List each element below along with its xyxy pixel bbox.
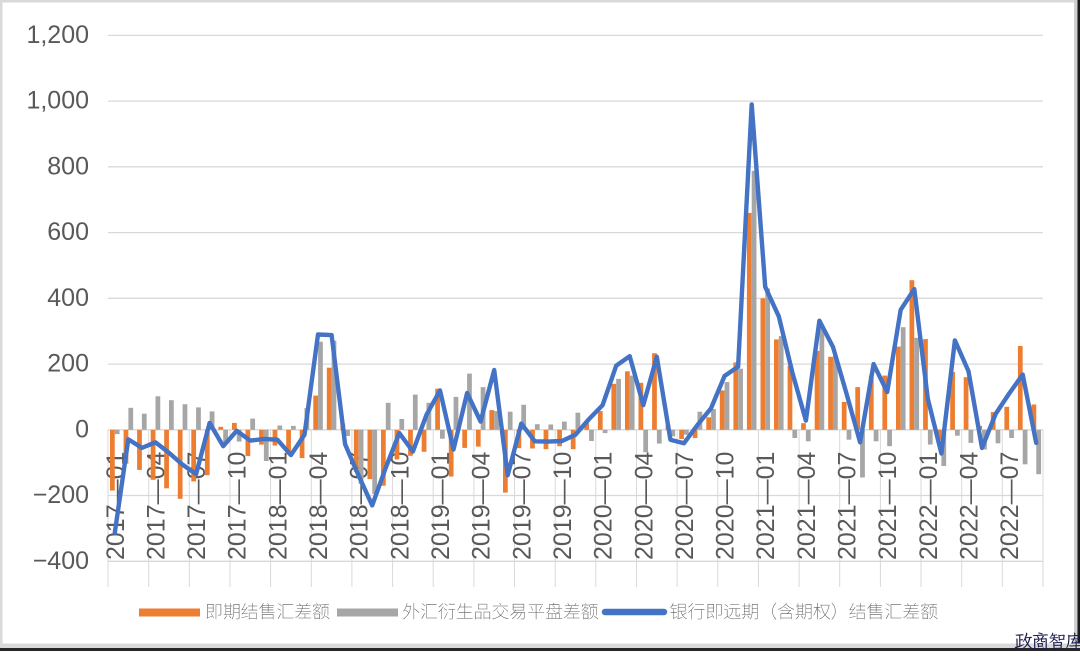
svg-text:400: 400 <box>47 284 89 312</box>
svg-text:200: 200 <box>47 350 89 378</box>
svg-text:800: 800 <box>47 152 89 180</box>
svg-text:2019—07: 2019—07 <box>508 452 536 560</box>
svg-text:2018—10: 2018—10 <box>386 452 414 560</box>
svg-text:2022—01: 2022—01 <box>915 452 943 560</box>
svg-text:2020—04: 2020—04 <box>630 451 658 560</box>
svg-text:2020—10: 2020—10 <box>712 452 740 560</box>
svg-text:2017—10: 2017—10 <box>224 452 252 560</box>
svg-text:2022—04: 2022—04 <box>956 451 984 560</box>
svg-text:2021—07: 2021—07 <box>834 452 862 560</box>
svg-text:1,000: 1,000 <box>26 87 89 115</box>
svg-text:2021—01: 2021—01 <box>752 452 780 560</box>
svg-text:2022—07: 2022—07 <box>996 452 1024 560</box>
svg-text:2020—07: 2020—07 <box>671 452 699 560</box>
svg-text:−400: −400 <box>33 547 89 575</box>
svg-text:2018—04: 2018—04 <box>305 451 333 560</box>
svg-text:2018—01: 2018—01 <box>264 452 292 560</box>
svg-text:2019—04: 2019—04 <box>468 451 496 560</box>
svg-text:2021—04: 2021—04 <box>793 451 821 560</box>
svg-text:2021—10: 2021—10 <box>874 452 902 560</box>
svg-text:0: 0 <box>75 415 89 443</box>
svg-text:2019—10: 2019—10 <box>549 452 577 560</box>
svg-text:1,200: 1,200 <box>26 21 89 49</box>
svg-text:2020—01: 2020—01 <box>590 452 618 560</box>
svg-text:600: 600 <box>47 218 89 246</box>
svg-text:−200: −200 <box>33 481 89 509</box>
